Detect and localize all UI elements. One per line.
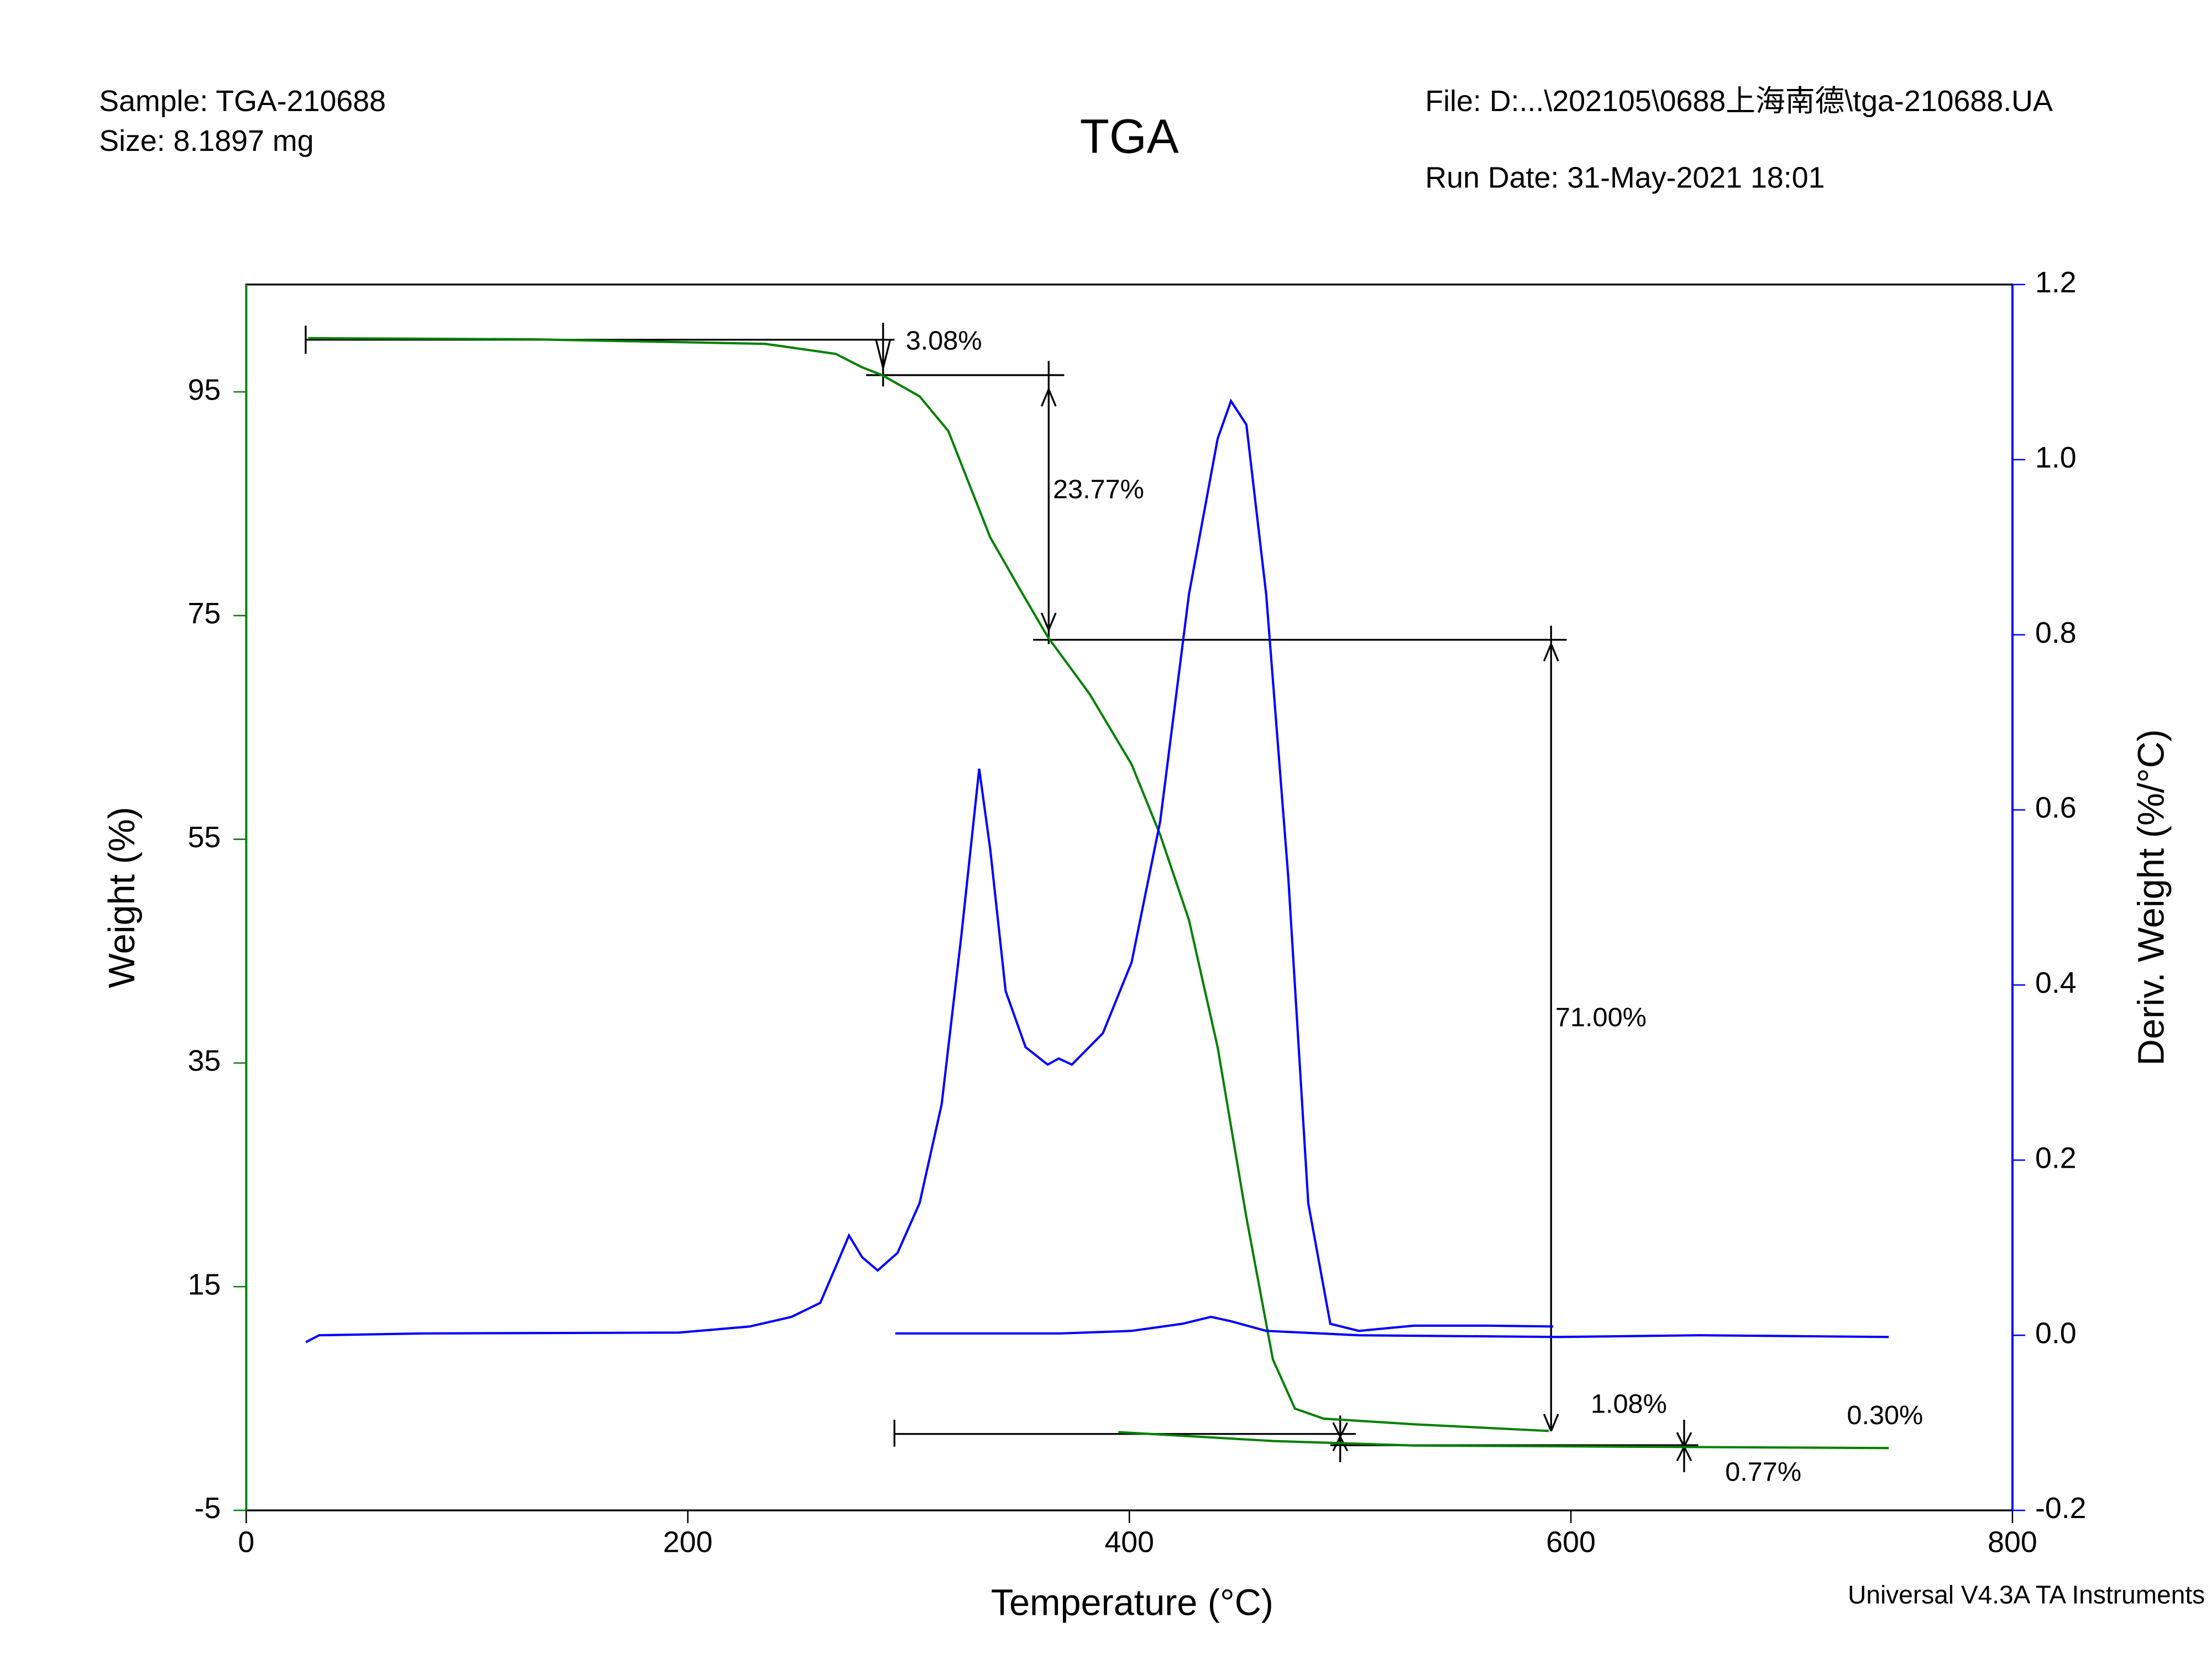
chart-title: TGA — [1080, 110, 1179, 164]
x-tick-label: 400 — [1104, 1526, 1154, 1559]
y-tick-label: 95 — [188, 373, 221, 406]
step-label: 71.00% — [1555, 1002, 1647, 1032]
step-annotations — [305, 323, 1699, 1472]
data-line — [308, 337, 1889, 1450]
run-date: Run Date: 31-May-2021 18:01 — [1425, 161, 1825, 194]
file-label: File: D:...\202105\0688上海南德\tga-210688.U… — [1425, 85, 2053, 118]
x-tick-label: 600 — [1546, 1526, 1596, 1559]
footer: Universal V4.3A TA Instruments — [1848, 1580, 2205, 1609]
y-tick-label: -5 — [195, 1492, 221, 1525]
y2-tick-label: 0.0 — [2035, 1316, 2077, 1350]
y2-tick-label: 0.6 — [2035, 791, 2077, 825]
y2-tick-label: 0.4 — [2035, 967, 2077, 1000]
y2-tick-label: 1.0 — [2035, 441, 2077, 474]
step-label: 0.30% — [1847, 1400, 1923, 1430]
data-line — [305, 398, 1889, 1343]
size-label: Size: 8.1897 mg — [99, 124, 313, 158]
y2-tick-label: 0.8 — [2035, 616, 2077, 649]
y2-tick-label: 0.2 — [2035, 1141, 2077, 1174]
y-tick-label: 75 — [188, 597, 221, 630]
y2-axis-label: Deriv. Weight (%/°C) — [2131, 729, 2172, 1066]
plot-frame — [245, 284, 2014, 1511]
y2-tick-label: 1.2 — [2035, 266, 2077, 299]
y2-tick-label: -0.2 — [2035, 1492, 2087, 1525]
y-tick-label: 55 — [188, 821, 221, 854]
step-label: 0.77% — [1725, 1457, 1801, 1487]
x-tick-label: 200 — [663, 1526, 713, 1559]
step-label: 23.77% — [1053, 475, 1144, 505]
sample-label: Sample: TGA-210688 — [99, 85, 386, 118]
y-tick-label: 35 — [188, 1044, 221, 1078]
step-label: 1.08% — [1591, 1389, 1667, 1419]
x-tick-label: 800 — [1988, 1526, 2037, 1559]
step-label: 3.08% — [906, 326, 982, 356]
x-axis-label: Temperature (°C) — [991, 1582, 1273, 1623]
y-axis-label: Weight (%) — [102, 807, 143, 988]
x-tick-label: 0 — [238, 1526, 255, 1559]
y-tick-label: 15 — [188, 1268, 221, 1301]
